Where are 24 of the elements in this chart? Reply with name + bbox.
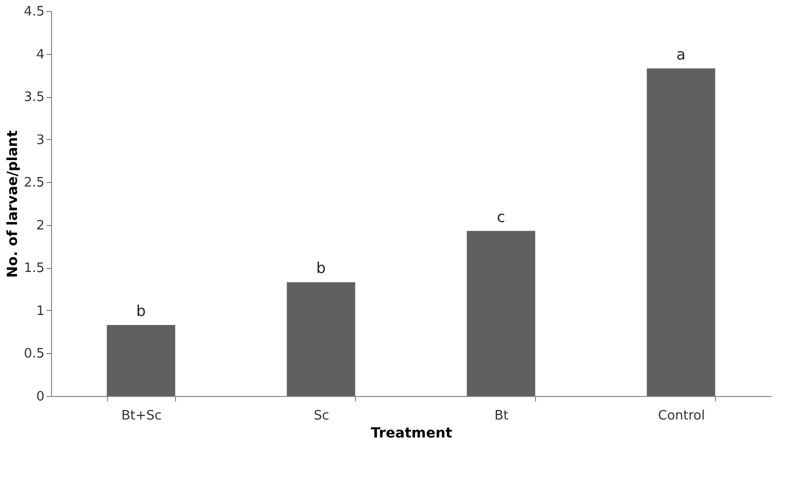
x-tick-label: Bt (494, 408, 509, 424)
annotation: b (316, 259, 326, 278)
y-tick-label: 1 (36, 304, 44, 319)
annotation: c (496, 208, 506, 226)
y-tick-label: 3 (36, 132, 44, 148)
annotation: b (136, 302, 146, 320)
bar (466, 230, 536, 396)
bar (286, 282, 356, 396)
x-tick-label: Sc (314, 408, 330, 424)
bar (646, 68, 716, 396)
y-tick-label: 0.5 (24, 346, 44, 362)
y-tick-label: 1.5 (24, 261, 44, 276)
y-tick-label: 3.5 (24, 90, 44, 106)
x-tick-label: Bt+Sc (121, 408, 162, 424)
y-axis-title: No. of larvae/plant (4, 130, 21, 278)
y-tick-label: 2 (36, 218, 44, 234)
y-tick-label: 4.5 (24, 4, 44, 20)
y-tick-label: 4 (36, 47, 44, 62)
annotation: a (676, 45, 686, 64)
y-tick-label: 0 (36, 390, 44, 404)
x-axis-title: Treatment (370, 426, 452, 442)
x-tick-label: Control (658, 408, 705, 424)
y-tick-label: 2.5 (24, 176, 44, 191)
bar (106, 324, 176, 396)
